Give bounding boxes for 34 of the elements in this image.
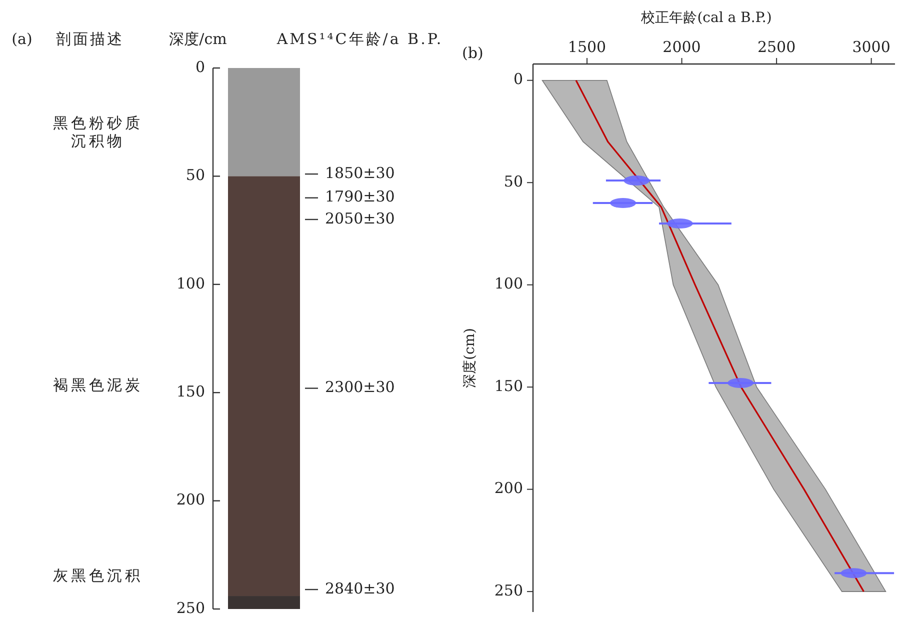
x-axis-title: 校正年龄(cal a B.P.) [640, 10, 772, 26]
x-tick-label: 2500 [757, 38, 796, 56]
bar [228, 596, 300, 609]
x-tick-label: 1500 [568, 38, 606, 56]
text: AMS¹⁴C年龄/a B.P. [276, 30, 444, 48]
y-tick-label: 50 [186, 166, 205, 184]
y-tick-label: 150 [494, 376, 523, 395]
y-tick-label: 250 [494, 581, 523, 600]
y-axis-title: 深度/cm [169, 30, 227, 48]
y-tick-label: 250 [176, 598, 205, 617]
y-tick-label: 100 [494, 274, 523, 293]
text: 1790±30 [325, 188, 395, 206]
y-axis-title: 深度(cm) [462, 328, 478, 388]
text: 剖面描述 [56, 30, 124, 48]
bar [228, 176, 300, 596]
text: 1850±30 [325, 164, 395, 182]
text: (a) [12, 30, 32, 48]
y-tick-label: 200 [176, 490, 205, 509]
bar [228, 68, 300, 176]
chart-title: (b) [462, 44, 484, 62]
text: 灰黑色沉积 [53, 566, 143, 584]
y-tick-label: 50 [504, 172, 523, 190]
text: 黑色粉砂质沉积物 [53, 114, 143, 150]
y-tick-label: 150 [176, 382, 205, 400]
x-tick-label: 3000 [852, 38, 890, 56]
text: 褐黑色泥炭 [53, 376, 143, 394]
y-tick-label: 100 [176, 274, 205, 292]
y-tick-label: 200 [494, 479, 523, 498]
y-tick-label: 0 [195, 58, 205, 76]
text: 2300±30 [325, 378, 395, 396]
y-tick-label: 0 [513, 70, 523, 88]
text: 2840±30 [325, 579, 395, 598]
x-tick-label: 2000 [662, 38, 701, 56]
text: 2050±30 [325, 209, 395, 228]
